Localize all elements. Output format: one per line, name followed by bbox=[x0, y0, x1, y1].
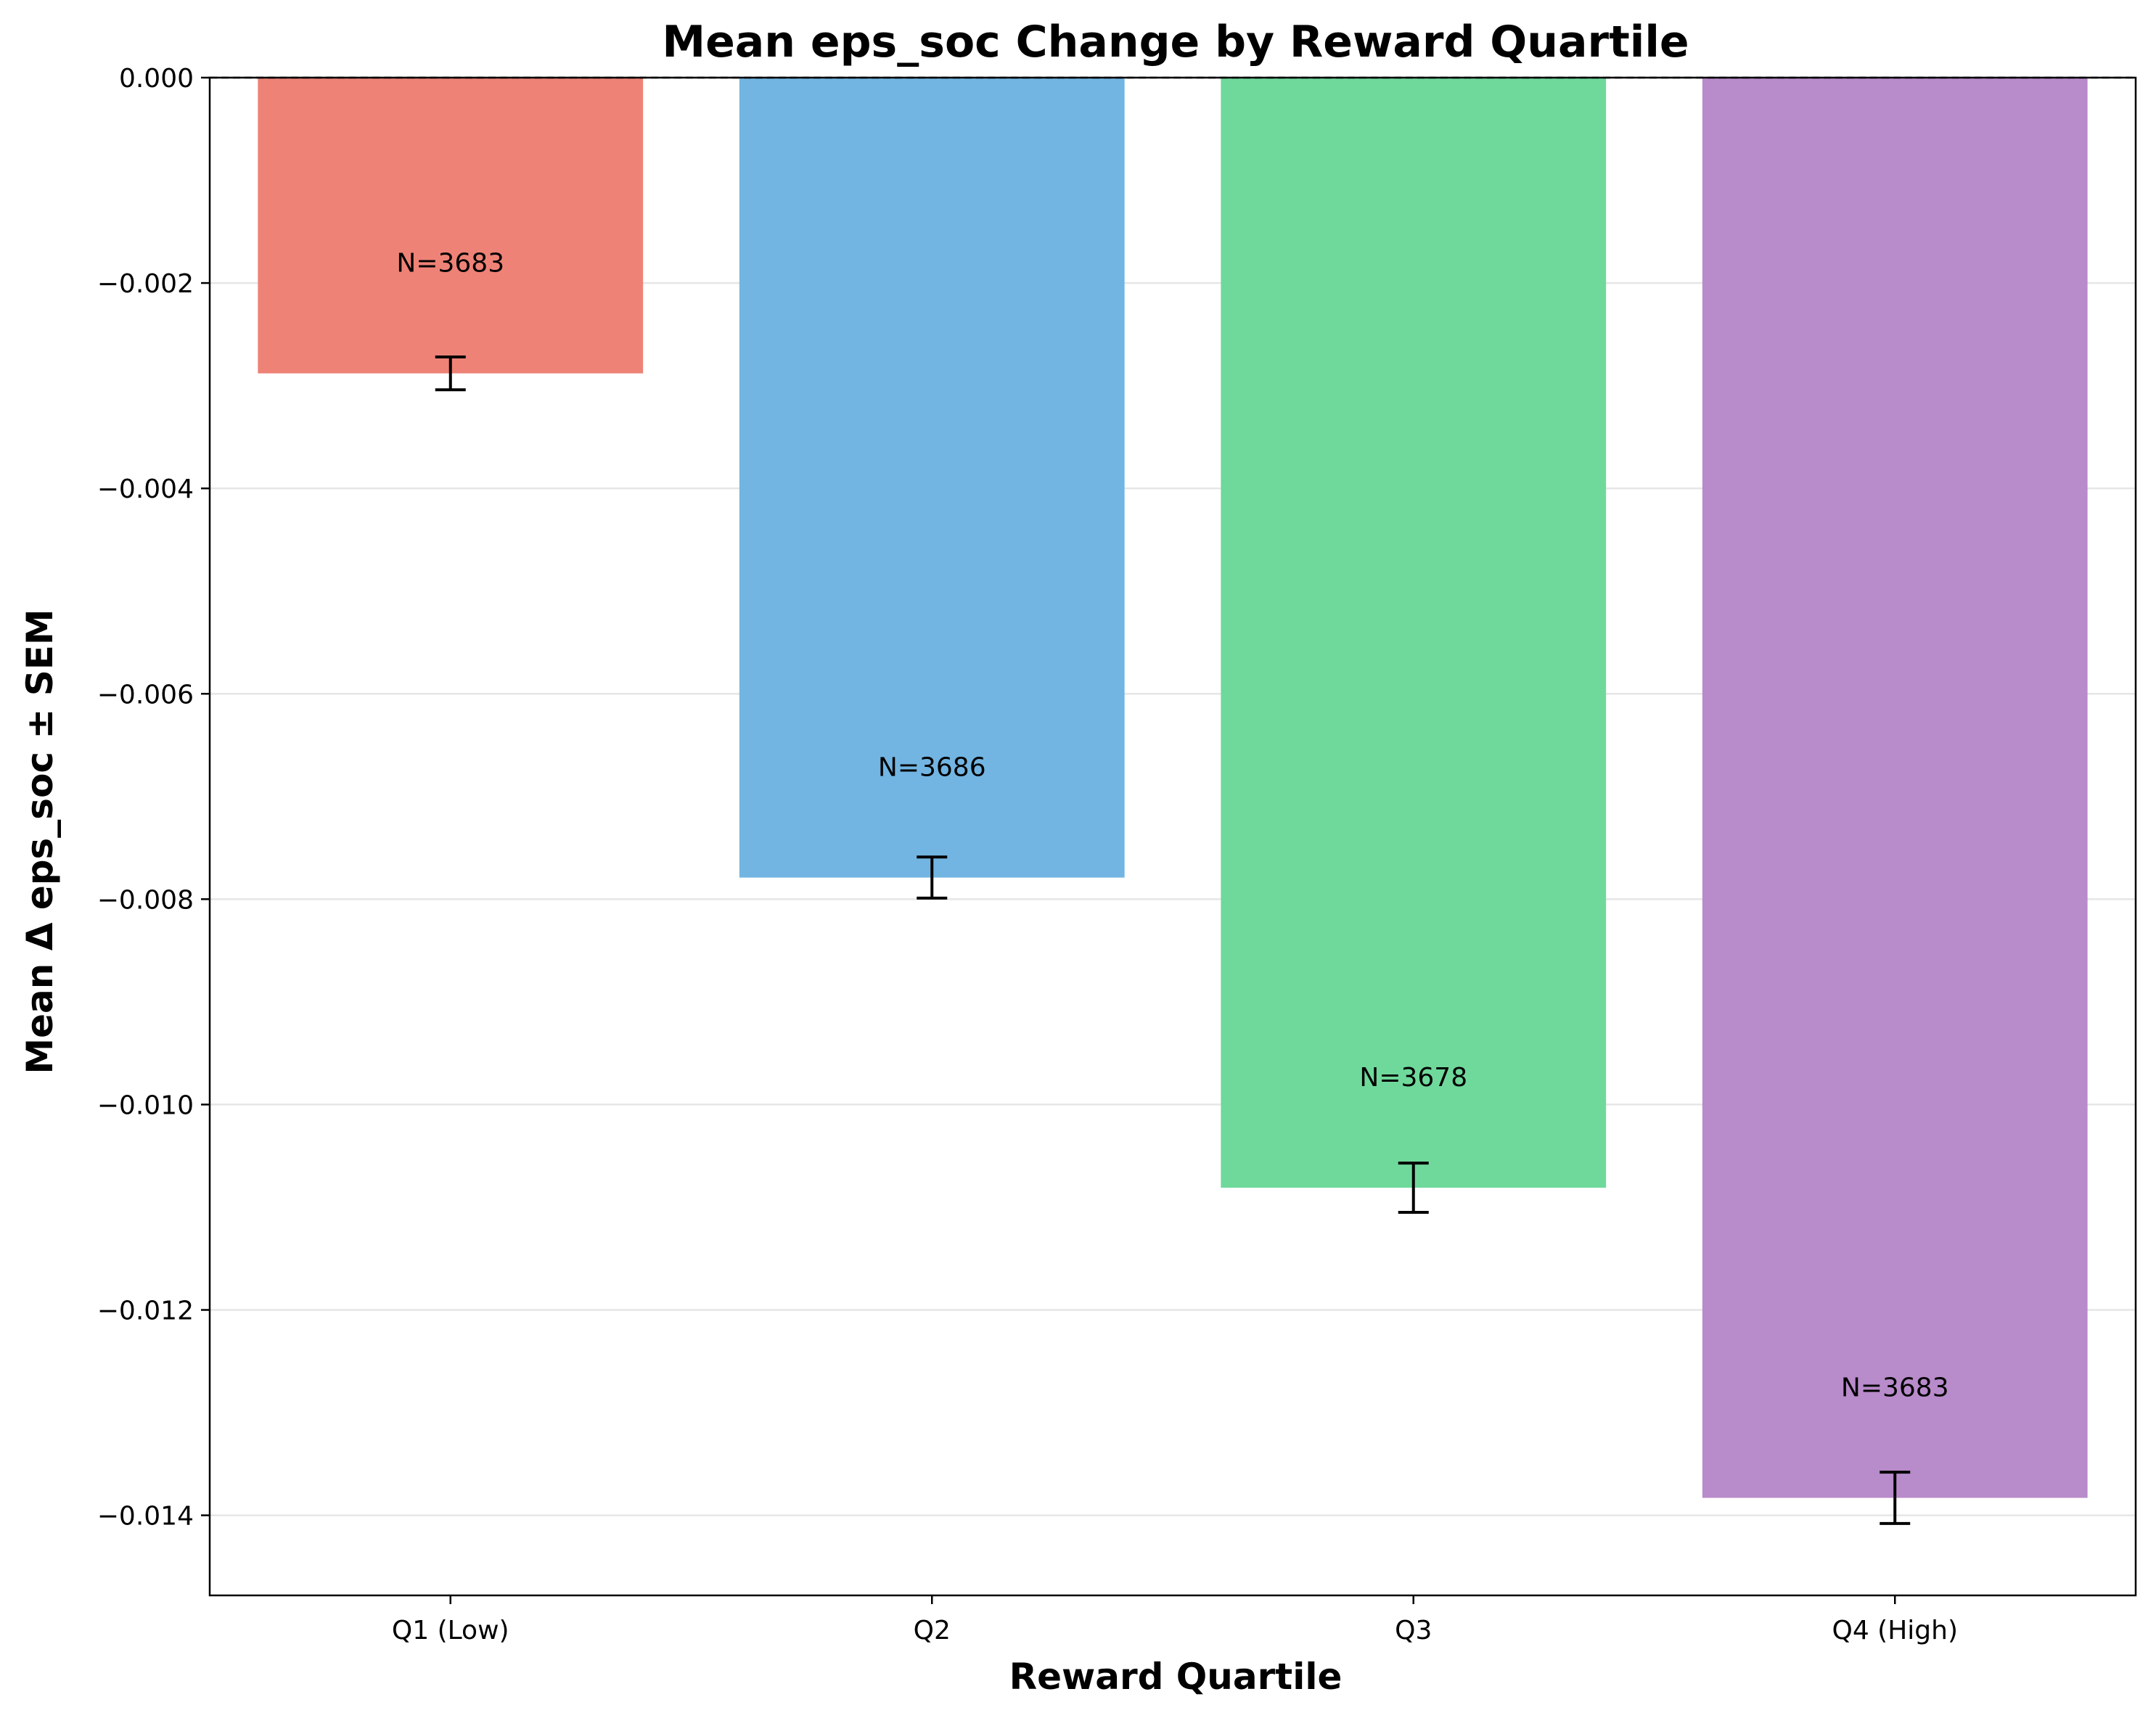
x-tick-label: Q1 (Low) bbox=[392, 1616, 509, 1645]
sample-size-label: N=3683 bbox=[1841, 1373, 1949, 1403]
sample-size-label: N=3683 bbox=[396, 249, 504, 279]
y-tick-label: 0.000 bbox=[119, 64, 194, 94]
plot-frame bbox=[208, 76, 2137, 1597]
y-tick-label: −0.002 bbox=[97, 269, 194, 299]
y-tick-label: −0.004 bbox=[97, 474, 194, 504]
y-tick-label: −0.012 bbox=[97, 1296, 194, 1326]
axes: Q1 (Low) Q2 Q3 Q4 (High) 0.000 −0.002 −0.004 −0… bbox=[97, 64, 2137, 1645]
y-tick-label: −0.010 bbox=[97, 1090, 194, 1120]
sample-size-labels: N=3683 N=3686 N=3678 N=3683 bbox=[396, 249, 1948, 1403]
chart-title: Mean eps_soc Change by Reward Quartile bbox=[662, 17, 1689, 67]
x-tick-label: Q3 bbox=[1395, 1616, 1432, 1645]
bar bbox=[739, 78, 1125, 878]
sample-size-label: N=3686 bbox=[878, 753, 986, 783]
x-tick-label: Q2 bbox=[914, 1616, 951, 1645]
y-tick-label: −0.014 bbox=[97, 1502, 194, 1532]
bar bbox=[1221, 78, 1607, 1188]
bar bbox=[258, 78, 644, 374]
bar bbox=[1702, 78, 2088, 1498]
bars bbox=[258, 78, 2088, 1498]
y-tick-label: −0.006 bbox=[97, 680, 194, 710]
y-tick-label: −0.008 bbox=[97, 885, 194, 915]
error-bars bbox=[435, 355, 1911, 1525]
sample-size-label: N=3678 bbox=[1359, 1063, 1467, 1093]
x-axis-label: Reward Quartile bbox=[1009, 1656, 1343, 1698]
x-tick-label: Q4 (High) bbox=[1832, 1616, 1958, 1645]
y-axis-label: Mean Δ eps_soc ± SEM bbox=[19, 609, 61, 1074]
